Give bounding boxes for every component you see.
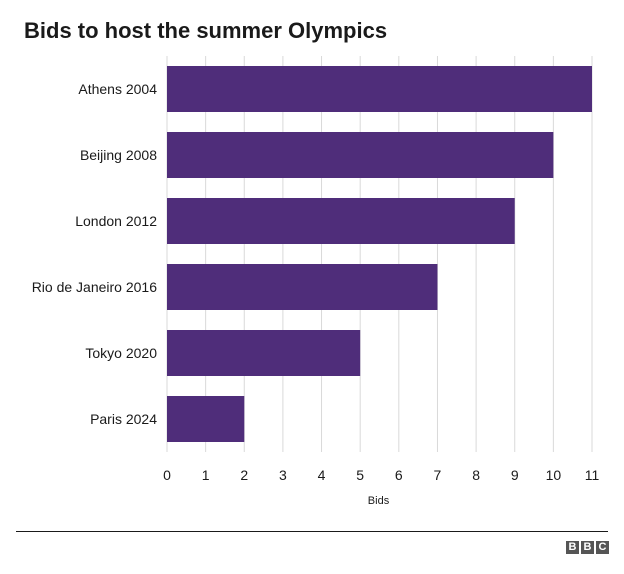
x-tick-label: 8 (472, 467, 480, 483)
x-tick-label: 0 (163, 467, 171, 483)
gridlines (166, 56, 593, 452)
bars (167, 66, 592, 442)
category-label: Paris 2024 (90, 411, 157, 427)
x-tick-label: 6 (395, 467, 403, 483)
bbc-logo: B B C (566, 541, 609, 554)
bbc-logo-letter: C (596, 541, 609, 554)
x-tick-labels: 0 1 2 3 4 5 6 7 8 9 10 11 (163, 467, 599, 483)
x-tick-label: 10 (546, 467, 562, 483)
category-label: Athens 2004 (78, 81, 157, 97)
category-label: Rio de Janeiro 2016 (32, 279, 158, 295)
x-tick-label: 1 (202, 467, 210, 483)
x-tick-label: 2 (240, 467, 248, 483)
x-tick-label: 4 (318, 467, 326, 483)
bar (167, 264, 438, 310)
bar (167, 132, 554, 178)
bbc-logo-letter: B (566, 541, 579, 554)
bar (167, 66, 592, 112)
bbc-logo-letter: B (581, 541, 594, 554)
bar (167, 330, 361, 376)
bar-chart: Athens 2004 Beijing 2008 London 2012 Rio de… (32, 56, 599, 507)
x-tick-label: 5 (356, 467, 364, 483)
bar (167, 198, 515, 244)
x-tick-label: 7 (434, 467, 442, 483)
x-tick-label: 9 (511, 467, 519, 483)
footer-divider (16, 531, 608, 532)
category-label: London 2012 (75, 213, 157, 229)
x-tick-label: 11 (585, 467, 600, 483)
x-tick-label: 3 (279, 467, 287, 483)
category-labels: Athens 2004 Beijing 2008 London 2012 Rio de… (32, 81, 158, 427)
category-label: Beijing 2008 (80, 147, 157, 163)
x-axis-label: Bids (368, 495, 390, 507)
category-label: Tokyo 2020 (85, 345, 157, 361)
chart-title: Bids to host the summer Olympics (24, 18, 388, 43)
bar (167, 396, 245, 442)
